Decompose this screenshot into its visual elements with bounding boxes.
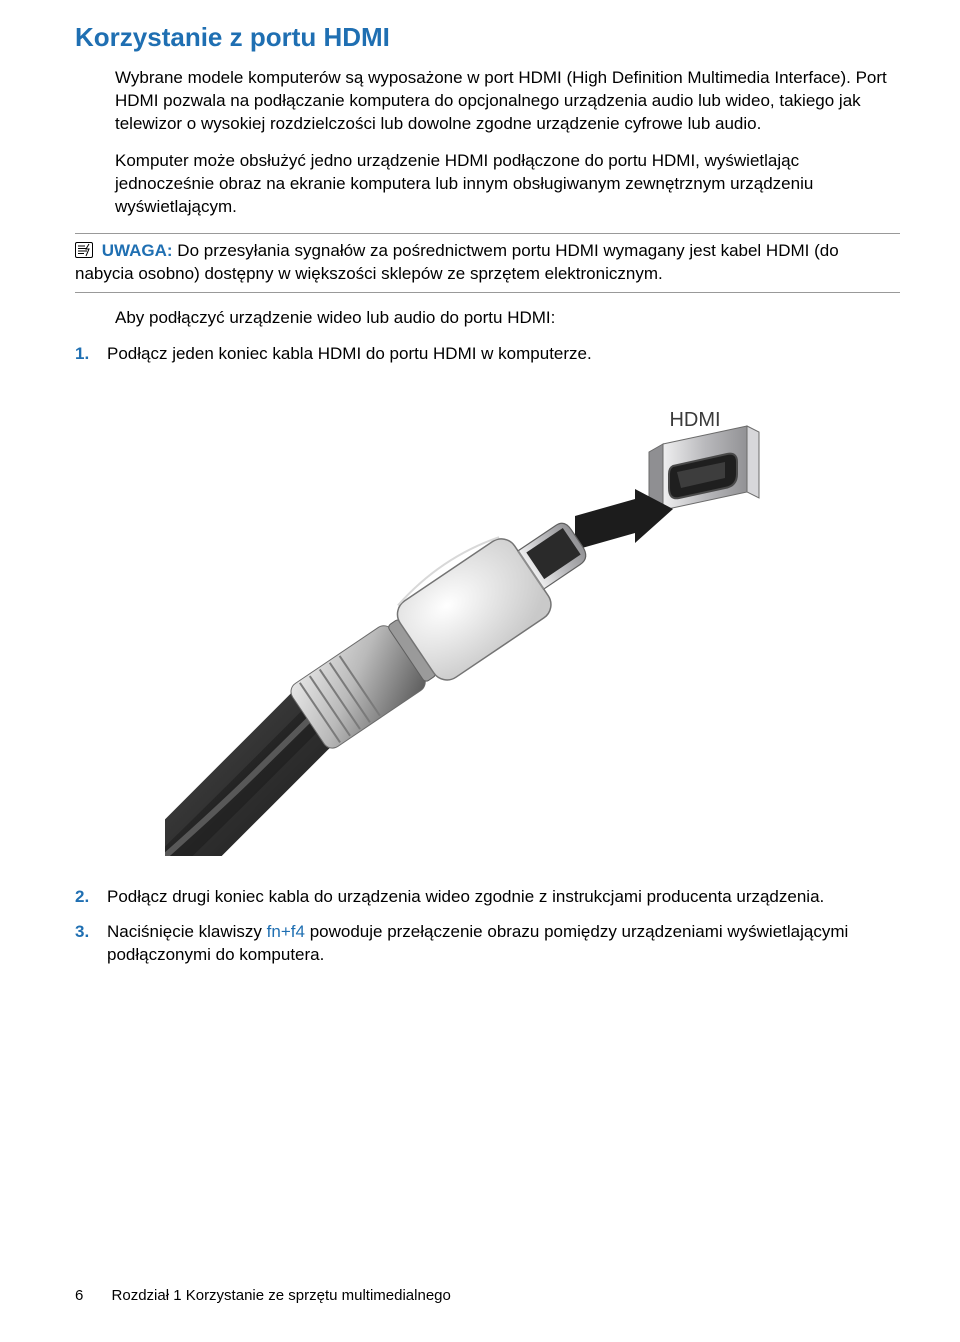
step-3-text: Naciśnięcie klawiszy fn+f4 powoduje prze… — [107, 921, 900, 967]
paragraph-howto: Aby podłączyć urządzenie wideo lub audio… — [115, 307, 900, 330]
note-icon — [75, 242, 93, 258]
step-1-text: Podłącz jeden koniec kabla HDMI do portu… — [107, 343, 592, 366]
page-title: Korzystanie z portu HDMI — [75, 22, 900, 53]
note-box: UWAGA: Do przesyłania sygnałów za pośred… — [75, 233, 900, 293]
footer-chapter: Rozdział 1 Korzystanie ze sprzętu multim… — [112, 1287, 451, 1304]
note-label: UWAGA: — [102, 241, 173, 260]
hdmi-figure: HDMI — [165, 396, 785, 856]
footer-page-number: 6 — [75, 1287, 83, 1304]
note-text: Do przesyłania sygnałów za pośrednictwem… — [75, 241, 839, 283]
step-1-number: 1. — [75, 343, 107, 366]
step-2: 2. Podłącz drugi koniec kabla do urządze… — [75, 886, 900, 909]
paragraph-intro: Wybrane modele komputerów są wyposażone … — [115, 67, 900, 136]
step-3-pre: Naciśnięcie klawiszy — [107, 922, 267, 941]
step-2-text: Podłącz drugi koniec kabla do urządzenia… — [107, 886, 824, 909]
step-3-number: 3. — [75, 921, 107, 967]
page-footer: 6 Rozdział 1 Korzystanie ze sprzętu mult… — [75, 1287, 451, 1304]
step-2-number: 2. — [75, 886, 107, 909]
key-combo: fn+f4 — [267, 922, 305, 941]
svg-text:HDMI: HDMI — [669, 409, 720, 431]
step-1: 1. Podłącz jeden koniec kabla HDMI do po… — [75, 343, 900, 366]
step-3: 3. Naciśnięcie klawiszy fn+f4 powoduje p… — [75, 921, 900, 967]
paragraph-capability: Komputer może obsłużyć jedno urządzenie … — [115, 150, 900, 219]
